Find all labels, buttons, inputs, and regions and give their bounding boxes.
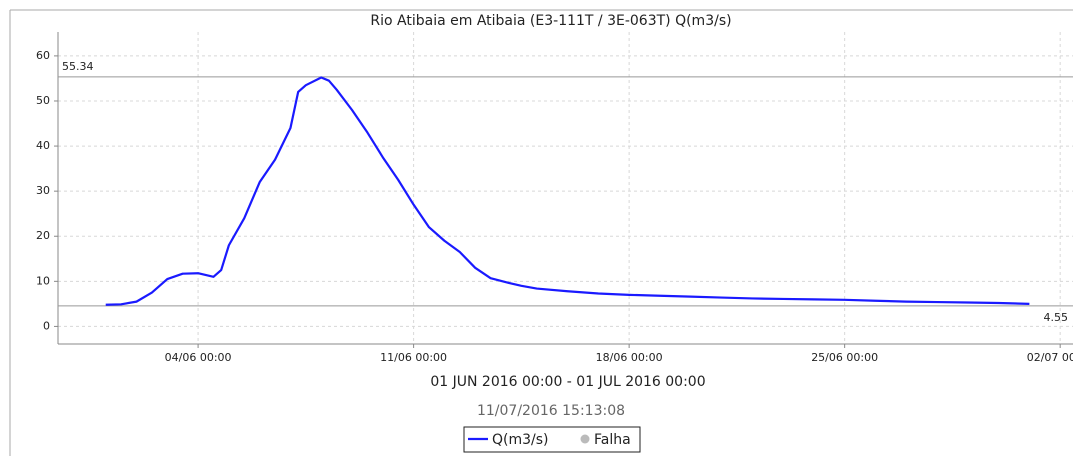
legend-swatch: [580, 434, 590, 444]
y-tick-label: 50: [36, 94, 50, 107]
y-tick-label: 0: [43, 319, 50, 332]
data-line: [105, 76, 1030, 306]
y-tick-label: 60: [36, 49, 50, 62]
legend-label: Q(m3/s): [492, 432, 549, 448]
x-tick-label: 18/06 00:00: [596, 351, 663, 364]
legend-label: Falha: [594, 432, 631, 448]
y-tick-label: 10: [36, 274, 50, 287]
x-tick-label: 04/06 00:00: [165, 351, 232, 364]
legend-box: [463, 426, 641, 453]
min-label: 4.55: [1044, 311, 1069, 324]
x-axis-label: 01 JUN 2016 00:00 - 01 JUL 2016 00:00: [430, 374, 705, 390]
x-tick-label: 25/06 00:00: [811, 351, 878, 364]
y-tick-label: 40: [36, 139, 50, 152]
timestamp: 11/07/2016 15:13:08: [477, 403, 625, 419]
x-tick-label: 02/07 00:00: [1027, 351, 1073, 364]
x-tick-label: 11/06 00:00: [380, 351, 447, 364]
y-tick-label: 20: [36, 229, 50, 242]
y-tick-label: 30: [36, 184, 50, 197]
max-label: 55.34: [62, 60, 94, 73]
chart-title: Rio Atibaia em Atibaia (E3-111T / 3E-063…: [370, 13, 731, 29]
